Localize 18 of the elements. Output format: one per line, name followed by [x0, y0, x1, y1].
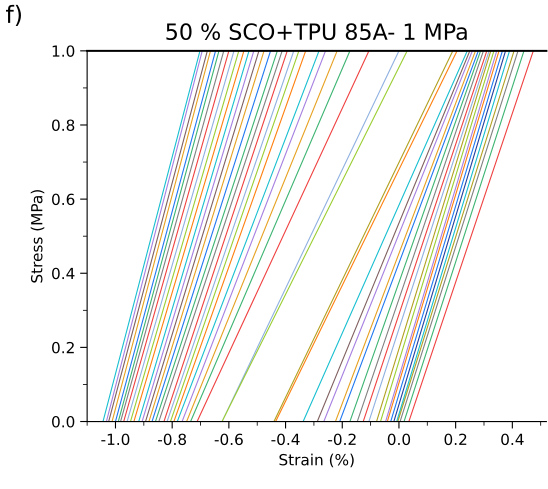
x-tick-label: -0.8 — [158, 434, 186, 446]
y-tick-label: 0.6 — [52, 194, 74, 206]
x-tick-label: -1.0 — [101, 434, 130, 446]
x-tick-label: 0.4 — [501, 434, 524, 446]
chart-title: 50 % SCO+TPU 85A- 1 MPa — [166, 23, 467, 40]
x-tick-label: -0.6 — [214, 434, 243, 446]
x-tick-label: -0.2 — [328, 434, 356, 446]
y-tick-label: 1.0 — [52, 45, 74, 57]
x-axis-title: Strain (%) — [279, 454, 354, 468]
y-tick-label: 0.2 — [52, 342, 74, 354]
y-tick-label: 0.4 — [52, 268, 74, 280]
y-axis-title: Stress (MPa) — [30, 190, 44, 283]
x-tick-label: 0.0 — [388, 434, 410, 446]
x-tick-label: -0.4 — [271, 434, 300, 446]
y-tick-label: 0.8 — [52, 119, 74, 132]
text: f) — [6, 4, 21, 26]
y-tick-label: 0.0 — [52, 416, 74, 428]
x-tick-label: 0.2 — [444, 434, 466, 446]
